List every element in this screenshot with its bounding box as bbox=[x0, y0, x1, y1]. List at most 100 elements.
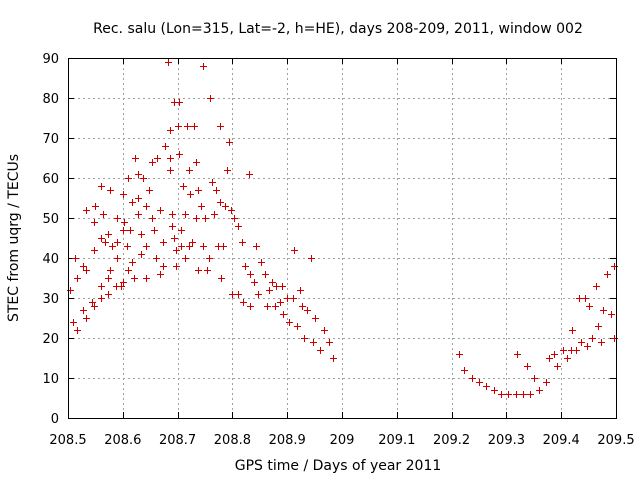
data-point bbox=[228, 207, 235, 214]
data-point bbox=[584, 343, 591, 350]
data-point bbox=[140, 175, 147, 182]
data-point bbox=[291, 247, 298, 254]
data-point bbox=[143, 243, 150, 250]
data-point bbox=[266, 287, 273, 294]
data-point bbox=[284, 295, 291, 302]
data-point bbox=[100, 211, 107, 218]
data-point bbox=[125, 175, 132, 182]
data-point bbox=[169, 223, 176, 230]
data-point bbox=[600, 307, 607, 314]
data-point bbox=[317, 347, 324, 354]
data-point bbox=[107, 267, 114, 274]
data-point bbox=[173, 263, 180, 270]
data-point bbox=[193, 159, 200, 166]
data-point bbox=[220, 243, 227, 250]
data-point bbox=[593, 283, 600, 290]
data-point bbox=[83, 315, 90, 322]
data-point bbox=[154, 155, 161, 162]
data-point bbox=[224, 167, 231, 174]
data-point bbox=[251, 279, 258, 286]
data-point bbox=[247, 303, 254, 310]
data-point bbox=[91, 219, 98, 226]
data-point bbox=[83, 267, 90, 274]
data-point bbox=[131, 275, 138, 282]
data-point bbox=[175, 123, 182, 130]
data-point bbox=[151, 227, 158, 234]
data-point bbox=[91, 247, 98, 254]
data-point bbox=[217, 123, 224, 130]
data-point bbox=[598, 339, 605, 346]
data-point bbox=[476, 379, 483, 386]
data-point bbox=[290, 295, 297, 302]
data-point bbox=[321, 327, 328, 334]
data-point bbox=[491, 387, 498, 394]
y-tick-label: 50 bbox=[42, 212, 59, 227]
data-point bbox=[157, 271, 164, 278]
data-point bbox=[586, 303, 593, 310]
data-point bbox=[143, 203, 150, 210]
data-point bbox=[226, 139, 233, 146]
data-point bbox=[573, 347, 580, 354]
data-point bbox=[604, 271, 611, 278]
data-point bbox=[138, 251, 145, 258]
data-point bbox=[74, 275, 81, 282]
y-tick-label: 70 bbox=[42, 132, 59, 147]
data-point bbox=[330, 355, 337, 362]
data-point bbox=[98, 183, 105, 190]
data-point bbox=[505, 391, 512, 398]
data-point bbox=[186, 243, 193, 250]
x-tick-labels: 208.5 208.6 208.7 208.8 208.9 209 209.1 209.2 20… bbox=[49, 433, 634, 448]
data-point bbox=[551, 351, 558, 358]
data-point bbox=[157, 207, 164, 214]
data-point bbox=[138, 231, 145, 238]
data-point bbox=[240, 299, 247, 306]
data-point bbox=[231, 215, 238, 222]
data-point bbox=[105, 291, 112, 298]
x-axis-label: GPS time / Days of year 2011 bbox=[235, 458, 442, 474]
data-point bbox=[173, 247, 180, 254]
data-point bbox=[209, 179, 216, 186]
data-point bbox=[89, 299, 96, 306]
data-point bbox=[114, 239, 121, 246]
data-point bbox=[98, 235, 105, 242]
data-point bbox=[264, 303, 271, 310]
data-point bbox=[80, 307, 87, 314]
data-point bbox=[235, 223, 242, 230]
x-tick-label: 209 bbox=[330, 433, 355, 448]
data-point bbox=[301, 335, 308, 342]
data-point bbox=[269, 279, 276, 286]
data-point bbox=[239, 239, 246, 246]
data-point bbox=[193, 215, 200, 222]
data-point bbox=[91, 303, 98, 310]
data-point bbox=[277, 299, 284, 306]
x-tick-label: 209.4 bbox=[543, 433, 580, 448]
data-point bbox=[246, 171, 253, 178]
data-point bbox=[178, 227, 185, 234]
data-point bbox=[198, 203, 205, 210]
data-point bbox=[120, 279, 127, 286]
y-tick-label: 30 bbox=[42, 292, 59, 307]
data-point bbox=[167, 167, 174, 174]
data-point bbox=[74, 327, 81, 334]
data-point bbox=[146, 187, 153, 194]
data-point bbox=[483, 383, 490, 390]
data-point bbox=[127, 227, 134, 234]
data-point bbox=[118, 283, 125, 290]
data-point bbox=[247, 271, 254, 278]
data-point bbox=[242, 263, 249, 270]
x-tick-label: 209.2 bbox=[433, 433, 470, 448]
y-tick-label: 80 bbox=[42, 92, 59, 107]
x-tick-label: 209.3 bbox=[488, 433, 525, 448]
data-point bbox=[92, 203, 99, 210]
data-point bbox=[114, 255, 121, 262]
y-tick-label: 40 bbox=[42, 252, 59, 267]
data-point bbox=[229, 291, 236, 298]
data-point bbox=[262, 271, 269, 278]
y-tick-label: 0 bbox=[51, 412, 59, 427]
x-tick-label: 209.1 bbox=[378, 433, 415, 448]
data-point bbox=[102, 239, 109, 246]
data-point bbox=[135, 171, 142, 178]
data-point bbox=[326, 339, 333, 346]
data-point bbox=[149, 215, 156, 222]
data-point bbox=[582, 295, 589, 302]
